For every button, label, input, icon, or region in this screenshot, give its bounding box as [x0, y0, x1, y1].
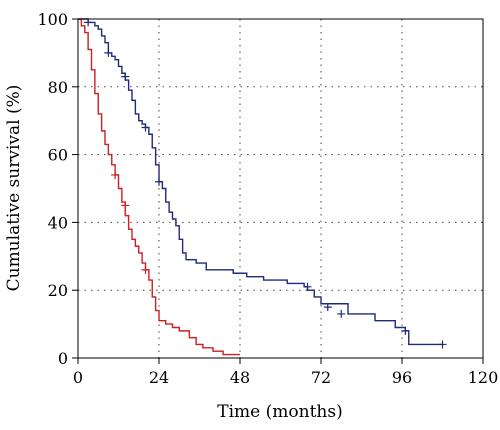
- survival-curve-2: [78, 18, 240, 356]
- grid-lines: [78, 18, 483, 358]
- y-tick-label-5: 100: [37, 10, 68, 29]
- survival-curve-1: [78, 18, 443, 346]
- x-axis-label: Time (months): [217, 402, 342, 422]
- axis-ticks: 0 24 48 72 96 120 0 20 40 60 80 100: [37, 10, 498, 387]
- censor-mark-1-7: [337, 309, 346, 318]
- censor-mark-1-8: [401, 326, 410, 335]
- y-tick-label-2: 40: [48, 213, 68, 232]
- y-tick-label-1: 20: [48, 281, 68, 300]
- y-tick-label-0: 0: [58, 349, 68, 368]
- censor-mark-1-4: [155, 177, 163, 186]
- censor-mark-1-1: [104, 48, 113, 57]
- x-tick-label-0: 0: [73, 368, 83, 387]
- x-tick-label-4: 96: [392, 368, 412, 387]
- x-tick-label-5: 120: [468, 368, 499, 387]
- censor-mark-2-0: [111, 170, 120, 179]
- censor-mark-1-2: [121, 72, 130, 81]
- plot-frame: [77, 18, 484, 359]
- x-tick-label-2: 48: [230, 368, 250, 387]
- x-tick-label-1: 24: [149, 368, 169, 387]
- y-axis-label: Cumulative survival (%): [4, 85, 24, 292]
- censor-mark-1-6: [323, 303, 332, 312]
- x-tick-label-3: 72: [311, 368, 331, 387]
- censor-mark-1-3: [141, 123, 150, 132]
- censor-mark-1-5: [303, 282, 312, 291]
- series-layer: [78, 18, 447, 356]
- censor-mark-2-2: [141, 265, 150, 274]
- censor-mark-1-0: [84, 18, 93, 27]
- y-tick-label-3: 60: [48, 146, 68, 165]
- censor-mark-1-9: [438, 340, 447, 349]
- y-tick-label-4: 80: [48, 78, 68, 97]
- censor-mark-2-1: [121, 201, 130, 210]
